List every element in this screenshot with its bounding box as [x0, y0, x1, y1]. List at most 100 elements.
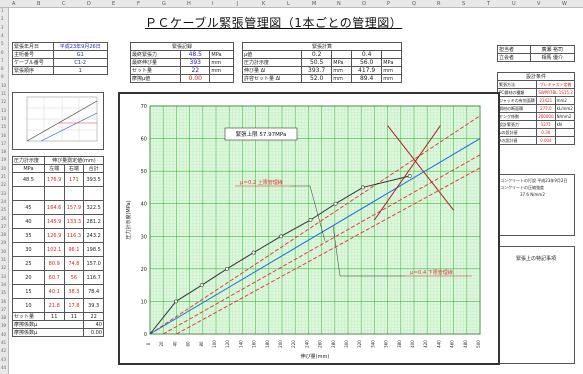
- row-header-1[interactable]: 1: [1, 8, 4, 13]
- x-tick-label: 480: [463, 340, 468, 348]
- column-header-M[interactable]: M: [312, 1, 317, 7]
- row-header-17[interactable]: 17: [1, 140, 7, 146]
- x-tick-label: 40: [172, 341, 177, 347]
- row-header-22[interactable]: 22: [1, 182, 7, 188]
- measure-pressure: 15: [12, 284, 45, 299]
- row-header-18[interactable]: 18: [1, 149, 7, 155]
- column-header-V[interactable]: V: [537, 1, 541, 7]
- x-tick-label: 60: [186, 341, 191, 347]
- design-unit: N/mm2: [554, 112, 576, 121]
- row-header-43[interactable]: 43: [1, 356, 7, 362]
- column-header-D[interactable]: D: [87, 1, 91, 7]
- record-label: 最終伸び量: [129, 58, 182, 67]
- column-header-C[interactable]: C: [62, 1, 66, 7]
- design-value: 1271: [536, 120, 556, 129]
- row-header-8[interactable]: 8: [1, 66, 4, 72]
- column-header-L[interactable]: L: [287, 1, 290, 7]
- row-header-16[interactable]: 16: [1, 132, 7, 138]
- column-header-O[interactable]: O: [362, 1, 366, 7]
- row-header-14[interactable]: 14: [1, 115, 7, 121]
- row-header-30[interactable]: 30: [1, 248, 7, 254]
- column-header-N[interactable]: N: [337, 1, 341, 7]
- row-header-24[interactable]: 24: [1, 198, 7, 204]
- measure-total: 393.5: [83, 172, 104, 187]
- info-value: 1: [52, 66, 109, 75]
- column-header-B[interactable]: B: [37, 1, 41, 7]
- info-value: G1: [52, 50, 109, 59]
- record-value: 48.5: [180, 50, 211, 59]
- column-header-K[interactable]: K: [262, 1, 266, 7]
- row-header-27[interactable]: 27: [1, 223, 7, 229]
- row-header-13[interactable]: 13: [1, 107, 7, 113]
- calc-label: μ値: [241, 50, 303, 59]
- measure-subheader: MPa: [12, 164, 45, 173]
- row-header-7[interactable]: 7: [1, 57, 4, 63]
- row-header-37[interactable]: 37: [1, 306, 7, 312]
- row-header-31[interactable]: 31: [1, 257, 7, 262]
- row-header-2[interactable]: 2: [1, 16, 4, 22]
- measure-pressure: 20: [12, 270, 45, 285]
- column-header-R[interactable]: R: [437, 1, 441, 7]
- row-header-38[interactable]: 38: [1, 315, 7, 321]
- column-header-H[interactable]: H: [187, 1, 191, 7]
- measure-right: 17.8: [63, 298, 85, 313]
- row-header-23[interactable]: 23: [1, 190, 7, 196]
- column-header-W[interactable]: W: [562, 1, 567, 7]
- y-tick-label: 50: [141, 169, 147, 175]
- row-header-42[interactable]: 42: [1, 348, 7, 354]
- row-header-6[interactable]: 6: [1, 49, 4, 55]
- column-header-A[interactable]: A: [12, 1, 16, 7]
- row-header-5[interactable]: 5: [1, 41, 4, 47]
- row-header-20[interactable]: 20: [1, 165, 7, 171]
- row-header-9[interactable]: 9: [1, 74, 4, 80]
- column-header-F[interactable]: F: [137, 1, 140, 7]
- row-header-36[interactable]: 36: [1, 298, 7, 304]
- measure-subheader: 合計: [83, 164, 104, 173]
- row-header-44[interactable]: 44: [1, 364, 7, 370]
- y-tick-label: 60: [141, 137, 147, 143]
- row-header-34[interactable]: 34: [1, 281, 7, 287]
- column-header-S[interactable]: S: [462, 1, 466, 7]
- f1-value: 40: [83, 320, 104, 329]
- column-header-J[interactable]: J: [237, 1, 239, 7]
- row-header-32[interactable]: 32: [1, 265, 7, 271]
- column-header-E[interactable]: E: [112, 1, 116, 7]
- row-header-39[interactable]: 39: [1, 323, 7, 329]
- row-header-40[interactable]: 40: [1, 331, 7, 337]
- row-header-28[interactable]: 28: [1, 232, 7, 238]
- row-header-29[interactable]: 29: [1, 240, 7, 246]
- measured-point: [199, 283, 204, 288]
- column-header-U[interactable]: U: [512, 1, 516, 7]
- annotation-text: 緊張上限 57.97MPa: [236, 130, 287, 138]
- column-header-I[interactable]: I: [212, 1, 214, 7]
- design-unit: [554, 136, 576, 145]
- info-label: 主桁番号: [12, 50, 54, 59]
- row-header-33[interactable]: 33: [1, 273, 7, 279]
- row-header-41[interactable]: 41: [1, 340, 7, 345]
- calc-label: 伸び量 Δl: [241, 66, 303, 75]
- row-header-35[interactable]: 35: [1, 290, 7, 296]
- column-header-Q[interactable]: Q: [412, 1, 416, 7]
- row-header-25[interactable]: 25: [1, 207, 7, 213]
- row-header-3[interactable]: 3: [1, 24, 4, 30]
- record-label: セット量: [129, 66, 182, 75]
- info-label: 緊張年月日: [12, 42, 54, 51]
- column-header-P[interactable]: P: [387, 1, 391, 7]
- calc-value2: 56.0: [350, 58, 383, 67]
- f1-label: 摩擦係数μ: [11, 320, 85, 329]
- sign-label: 担当者: [497, 45, 531, 54]
- annotation-box: [224, 127, 298, 141]
- info-value: 平成23年9月26日: [52, 42, 109, 51]
- row-header-21[interactable]: 21: [1, 174, 7, 179]
- row-header-15[interactable]: 15: [1, 124, 7, 130]
- row-header-10[interactable]: 10: [1, 82, 7, 88]
- row-header-26[interactable]: 26: [1, 215, 7, 221]
- measure-right: [63, 186, 85, 201]
- row-header-11[interactable]: 11: [1, 91, 7, 96]
- row-header-19[interactable]: 19: [1, 157, 7, 163]
- row-header-4[interactable]: 4: [1, 32, 4, 38]
- cross-line-1: [373, 125, 441, 221]
- column-header-G[interactable]: G: [162, 1, 166, 7]
- column-header-T[interactable]: T: [487, 1, 491, 7]
- row-header-12[interactable]: 12: [1, 99, 7, 105]
